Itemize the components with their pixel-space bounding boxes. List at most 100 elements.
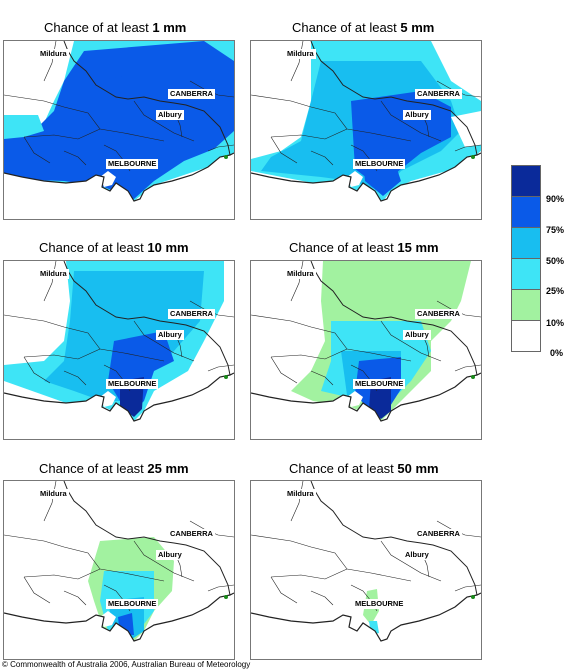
place-label-mildura: Mildura: [285, 269, 316, 279]
port-phillip-bay: [100, 171, 116, 187]
district-boundary: [400, 340, 442, 362]
district-boundary: [23, 356, 51, 384]
district-boundary: [133, 540, 155, 562]
district-boundary: [207, 364, 234, 372]
rain-map-15mm: Mildura CANBERRA Albury MELBOURNE: [250, 260, 482, 440]
place-label-canberra: CANBERRA: [415, 529, 462, 539]
wilsons-point-marker: [471, 595, 475, 599]
state-border: [310, 41, 478, 156]
district-boundary: [454, 144, 481, 152]
wilsons-point-marker: [471, 375, 475, 379]
port-phillip-bay: [347, 171, 363, 187]
map-canvas: [4, 41, 234, 219]
map-canvas: [4, 261, 234, 439]
district-boundary: [99, 568, 165, 582]
district-boundary: [380, 100, 402, 122]
coastline: [251, 592, 481, 642]
district-boundary: [153, 340, 195, 362]
legend-swatch-25: [511, 258, 541, 289]
place-label-albury: Albury: [403, 550, 431, 560]
legend-label-75: 75%: [546, 225, 565, 235]
place-label-mildura: Mildura: [38, 269, 69, 279]
district-boundary: [99, 128, 165, 142]
place-label-canberra: CANBERRA: [168, 89, 215, 99]
district-boundary: [270, 568, 348, 580]
panel-title-25mm: Chance of at least 25 mm: [39, 461, 189, 476]
panel-title-1mm: Chance of at least 1 mm: [44, 20, 187, 35]
district-boundary: [310, 150, 334, 166]
place-label-canberra: CANBERRA: [415, 309, 462, 319]
district-boundary: [43, 41, 57, 82]
legend-label-0: 0%: [550, 348, 564, 358]
place-label-melbourne: MELBOURNE: [106, 379, 159, 389]
wilsons-point-marker: [224, 595, 228, 599]
place-label-mildura: Mildura: [38, 49, 69, 59]
district-boundary: [43, 261, 57, 302]
district-boundary: [63, 150, 87, 166]
rain-map-1mm: Mildura CANBERRA Albury MELBOURNE: [3, 40, 235, 220]
place-label-mildura: Mildura: [285, 489, 316, 499]
district-boundary: [400, 560, 442, 582]
district-boundary: [153, 120, 195, 142]
district-boundary: [63, 370, 87, 386]
copyright-notice: © Commonwealth of Australia 2006, Austra…: [2, 660, 251, 669]
legend-swatch-75: [511, 196, 541, 227]
district-boundary: [454, 364, 481, 372]
district-boundary: [346, 568, 412, 582]
port-phillip-bay: [100, 611, 116, 627]
district-boundary: [380, 540, 402, 562]
map-canvas: [251, 41, 481, 219]
district-boundary: [23, 128, 101, 140]
legend-swatch-50: [511, 227, 541, 258]
place-label-canberra: CANBERRA: [168, 309, 215, 319]
district-boundary: [290, 481, 304, 522]
district-boundary: [310, 590, 334, 606]
place-label-mildura: Mildura: [285, 49, 316, 59]
probability-area: [44, 271, 204, 401]
port-phillip-bay: [347, 611, 363, 627]
place-label-albury: Albury: [403, 110, 431, 120]
district-boundary: [23, 576, 51, 604]
rain-map-25mm: Mildura CANBERRA Albury MELBOURNE: [3, 480, 235, 660]
sea: [4, 593, 234, 659]
probability-area: [451, 111, 481, 147]
district-boundary: [133, 320, 155, 342]
coastline: [4, 372, 234, 422]
district-boundary: [290, 261, 304, 302]
district-boundary: [43, 481, 57, 522]
probability-area: [4, 115, 44, 139]
rain-map-10mm: Mildura CANBERRA Albury MELBOURNE: [3, 260, 235, 440]
state-border: [310, 481, 478, 596]
district-boundary: [270, 136, 298, 164]
place-label-albury: Albury: [156, 330, 184, 340]
map-canvas: [251, 481, 481, 659]
legend-swatch-90: [511, 165, 541, 196]
legend-label-25: 25%: [546, 286, 565, 296]
wilsons-point-marker: [471, 155, 475, 159]
legend-swatch-10: [511, 289, 541, 320]
state-border: [63, 261, 231, 376]
sea: [251, 153, 481, 219]
district-boundary: [207, 584, 234, 592]
place-label-melbourne: MELBOURNE: [353, 379, 406, 389]
wilsons-point-marker: [224, 375, 228, 379]
sea: [4, 373, 234, 439]
sea: [251, 373, 481, 439]
state-border: [63, 481, 231, 596]
district-boundary: [153, 560, 195, 582]
district-boundary: [4, 94, 101, 130]
map-canvas: [4, 481, 234, 659]
place-label-melbourne: MELBOURNE: [106, 599, 159, 609]
district-boundary: [270, 356, 298, 384]
district-boundary: [4, 314, 101, 350]
district-boundary: [251, 314, 348, 350]
probability-legend: [511, 165, 541, 352]
district-boundary: [251, 534, 348, 570]
state-border: [310, 261, 478, 376]
place-label-melbourne: MELBOURNE: [353, 159, 406, 169]
place-label-melbourne: MELBOURNE: [106, 159, 159, 169]
coastline: [251, 152, 481, 202]
district-boundary: [400, 120, 442, 142]
district-boundary: [346, 128, 412, 142]
sea: [4, 153, 234, 219]
